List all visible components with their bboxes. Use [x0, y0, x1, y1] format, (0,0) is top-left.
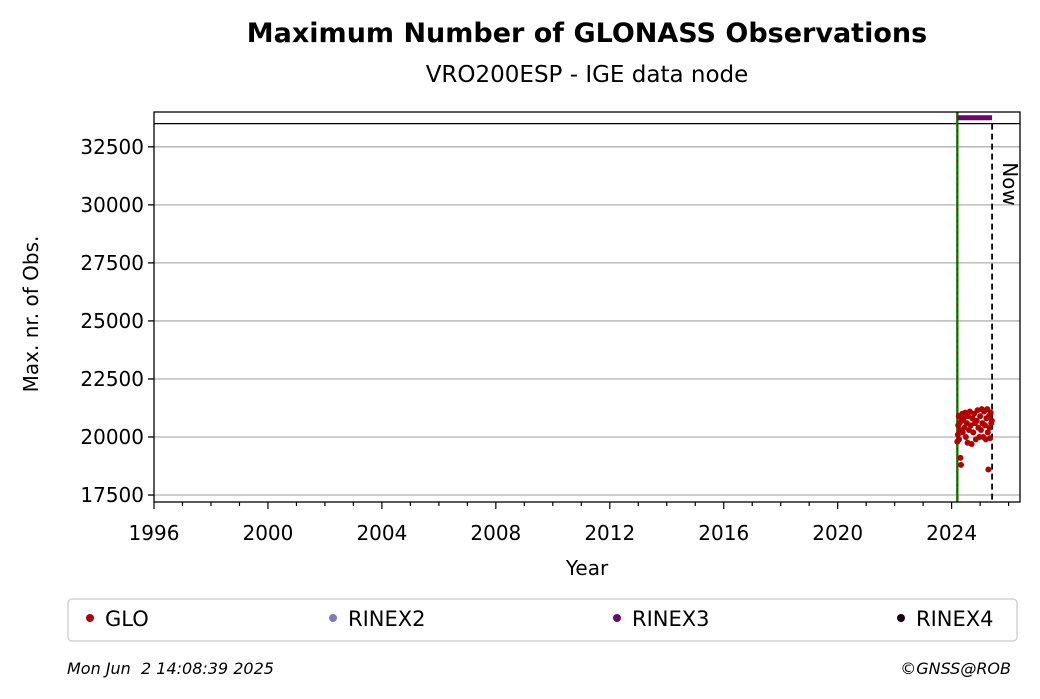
glo-point	[968, 440, 975, 447]
y-tick-label: 27500	[80, 251, 144, 275]
legend-label: GLO	[105, 607, 149, 631]
x-tick-label: 2008	[470, 521, 521, 545]
x-tick-label: 2016	[698, 521, 749, 545]
glo-point	[977, 413, 984, 420]
glo-point	[981, 422, 988, 429]
footer-date: Mon Jun 2 14:08:39 2025	[67, 659, 274, 678]
chart-subtitle: VRO200ESP - IGE data node	[426, 62, 749, 88]
y-tick-label: 20000	[80, 425, 144, 449]
glo-point	[984, 429, 991, 436]
now-label: Now	[998, 162, 1022, 206]
glo-point	[988, 417, 995, 424]
glo-point	[986, 424, 993, 431]
y-axis: 17500 20000 22500 25000 27500 30000 32500	[80, 135, 154, 507]
grid	[154, 122, 1020, 496]
chart-title: Maximum Number of GLONASS Observations	[247, 18, 927, 49]
glo-point	[959, 429, 966, 436]
x-tick-label: 2000	[242, 521, 293, 545]
legend-marker	[329, 614, 337, 622]
y-tick-label: 17500	[80, 483, 144, 507]
legend: GLO RINEX2 RINEX3 RINEX4	[67, 598, 1018, 642]
legend-label: RINEX4	[916, 607, 994, 631]
legend-label: RINEX3	[632, 607, 710, 631]
glo-point	[958, 461, 965, 468]
glo-point	[987, 435, 994, 442]
glo-point	[957, 454, 964, 461]
glo-point	[961, 424, 968, 431]
y-tick-label: 30000	[80, 193, 144, 217]
glo-point	[970, 429, 977, 436]
footer-credit: ©GNSS@ROB	[900, 659, 1011, 678]
y-tick-label: 32500	[80, 135, 144, 159]
plot-frame	[153, 111, 1021, 503]
glo-point	[977, 427, 984, 434]
glo-point	[960, 415, 967, 422]
y-axis-label: Max. nr. of Obs.	[19, 236, 43, 393]
legend-label: RINEX2	[348, 607, 426, 631]
x-tick-label: 1996	[129, 521, 180, 545]
glo-point	[962, 434, 969, 440]
glo-points	[954, 406, 995, 473]
x-tick-label: 2020	[812, 521, 863, 545]
x-tick-label: 2004	[356, 521, 407, 545]
legend-marker	[613, 614, 621, 622]
x-axis-label: Year	[565, 556, 609, 580]
glo-point	[985, 466, 992, 473]
glo-point	[954, 431, 961, 438]
glo-point	[956, 436, 963, 443]
x-tick-label: 2024	[926, 521, 977, 545]
y-tick-label: 25000	[80, 309, 144, 333]
legend-marker	[897, 614, 905, 622]
glo-point	[987, 409, 994, 416]
y-tick-label: 22500	[80, 367, 144, 391]
glo-point	[973, 417, 980, 424]
x-axis: 1996 2000 2004 2008 2012 2016 2020 2024	[129, 502, 1010, 545]
legend-marker	[86, 614, 94, 622]
x-tick-label: 2012	[584, 521, 635, 545]
legend-frame	[67, 598, 1018, 642]
